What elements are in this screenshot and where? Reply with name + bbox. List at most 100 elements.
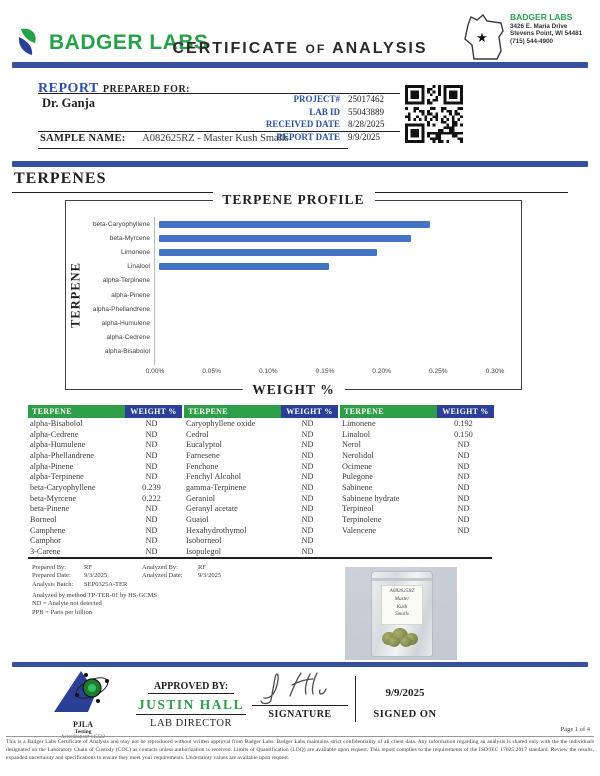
table-cell-terpene: alpha-Terpinene	[30, 472, 84, 482]
table-cell-terpene: Geraniol	[186, 493, 216, 503]
report-field-label: REPORT DATE	[276, 131, 340, 142]
notes-extra-line: PPB = Parts per billion	[32, 609, 93, 617]
table-cell-weight: ND	[145, 525, 158, 535]
notes-row: Prepared Date: 9/3/2025 Analyzed Date: 9/3/…	[32, 572, 256, 581]
table-cell-weight: ND	[301, 440, 314, 450]
table-row: Fenchone ND	[184, 461, 338, 472]
chart-axis-line	[154, 217, 155, 365]
chart-bar-row: beta-Myrcene	[66, 231, 521, 245]
table-cell-terpene: 3-Carene	[30, 547, 61, 557]
table-row: Sabinene hydrate ND	[340, 493, 494, 504]
table-cell-weight: 0.192	[454, 418, 473, 428]
table-row: Geranyl acetate ND	[184, 504, 338, 515]
table-row: Fenchyl Alcohol ND	[184, 471, 338, 482]
chart-category-label: alpha-Pinene	[111, 291, 150, 299]
table-row: Pulegone ND	[340, 471, 494, 482]
lab-address2: Stevens Point, WI 54481	[510, 30, 583, 38]
table-column-group: TERPENE WEIGHT % Caryophyllene oxide ND Cedr…	[184, 405, 338, 557]
table-row: beta-Myrcene 0.222	[28, 493, 182, 504]
table-cell-weight: ND	[457, 493, 470, 503]
table-cell-terpene: alpha-Cedrene	[30, 429, 79, 439]
table-cell-weight: ND	[457, 472, 470, 482]
table-row: Camphene ND	[28, 525, 182, 536]
table-cell-weight: 0.239	[142, 482, 161, 492]
table-row: Nerol ND	[340, 439, 494, 450]
table-row	[340, 546, 494, 557]
table-row: alpha-Pinene ND	[28, 461, 182, 472]
table-cell-terpene: Terpinolene	[342, 515, 382, 525]
table-cell-weight: ND	[301, 493, 314, 503]
table-header-terpene: TERPENE	[28, 405, 125, 418]
chart-bar-row: alpha-Bisabolol	[66, 345, 521, 359]
report-field-row: LAB ID 55043889	[230, 107, 400, 120]
chart-category-label: alpha-Phellandrene	[92, 305, 150, 313]
table-cell-terpene: Fenchyl Alcohol	[186, 472, 242, 482]
table-row: alpha-Bisabolol ND	[28, 418, 182, 429]
report-field-label: PROJECT#	[293, 94, 340, 104]
chart-bar	[159, 220, 430, 228]
table-row: Borneol ND	[28, 514, 182, 525]
table-cell-terpene: Linalool	[342, 429, 371, 439]
table-row: beta-Caryophyllene 0.239	[28, 482, 182, 493]
brand-logo: BADGER LABS	[16, 28, 209, 58]
approval-divider	[355, 676, 357, 722]
notes-extra: Analyzed by method TP-TER-01 by HS-GCMS N…	[32, 592, 256, 618]
chart-x-tick-label: 0.10%	[258, 368, 278, 375]
signature-line	[252, 705, 348, 707]
table-cell-terpene: Valencene	[342, 525, 377, 535]
bag-label-line: Kush	[396, 603, 408, 610]
table-cell-terpene: Cedrol	[186, 429, 209, 439]
legal-rule	[6, 736, 594, 737]
pjla-accreditation-number: Accreditation# 115522	[61, 735, 105, 740]
chart-bar-row: alpha-Pinene	[66, 288, 521, 302]
table-cell-terpene: Nerol	[342, 440, 361, 450]
table-row: Limonene 0.192	[340, 418, 494, 429]
notes-cell: Prepared Date:	[32, 572, 71, 580]
table-cell-terpene: beta-Myrcene	[30, 493, 77, 503]
table-row: alpha-Terpinene ND	[28, 471, 182, 482]
rule-under-sample	[38, 148, 348, 149]
table-cell-terpene: Geranyl acetate	[186, 504, 238, 514]
table-cell-terpene: Ocimene	[342, 461, 372, 471]
bag-label-line: A082625RZ	[389, 588, 415, 594]
table-cell-weight: ND	[301, 515, 314, 525]
table-cell-terpene: Sabinene hydrate	[342, 493, 400, 503]
divider-bar-bottom	[12, 662, 588, 667]
rule-under-report-heading	[38, 93, 400, 94]
table-cell-weight: ND	[145, 429, 158, 439]
divider-bar-top	[12, 62, 588, 68]
qr-code	[405, 85, 463, 143]
chart-x-tick-label: 0.20%	[372, 368, 392, 375]
signed-on-date: 9/9/2025	[385, 687, 425, 699]
notes-cell: Analyzed By:	[142, 563, 178, 571]
notes-extra-line: Analyzed by method TP-TER-01 by HS-GCMS	[32, 591, 157, 599]
lab-address1: 3426 E. Maria Drive	[510, 22, 568, 30]
table-cell-weight: ND	[145, 450, 158, 460]
page-title: CERTIFICATE OF ANALYSIS	[172, 40, 428, 57]
table-row: alpha-Phellandrene ND	[28, 450, 182, 461]
table-cell-weight: ND	[301, 482, 314, 492]
table-cell-weight: ND	[301, 472, 314, 482]
chart-bar	[159, 234, 411, 242]
notes-cell: Analysis Batch:	[32, 580, 74, 588]
terpene-results-table: TERPENE WEIGHT % alpha-Bisabolol ND alpha-Ce…	[28, 405, 494, 557]
rule-under-fields	[38, 131, 400, 132]
chart-bar-row: alpha-Terpinene	[66, 274, 521, 288]
table-cell-weight: ND	[457, 515, 470, 525]
table-cell-terpene: beta-Caryophyllene	[30, 482, 96, 492]
table-cell-terpene: Limonene	[342, 418, 376, 428]
report-field-value: 55043889	[348, 106, 384, 117]
chart-category-label: beta-Myrcene	[109, 234, 150, 242]
table-row	[340, 536, 494, 547]
table-cell-weight: ND	[301, 504, 314, 514]
prepared-for-label: PREPARED FOR:	[102, 84, 190, 95]
chart-bar-row: Limonene	[66, 245, 521, 259]
sample-photo: A082625RZ Master Kush Smalls	[345, 567, 457, 660]
table-header-terpene: TERPENE	[340, 405, 437, 418]
table-cell-weight: ND	[457, 482, 470, 492]
chart-category-label: beta-Caryophyllene	[92, 220, 150, 228]
table-row: Terpineol ND	[340, 504, 494, 515]
chart-category-label: Linalool	[127, 263, 150, 271]
table-cell-weight: ND	[145, 440, 158, 450]
chart-plot-area: beta-Caryophyllene beta-Myrcene Limonene Li…	[66, 217, 521, 365]
